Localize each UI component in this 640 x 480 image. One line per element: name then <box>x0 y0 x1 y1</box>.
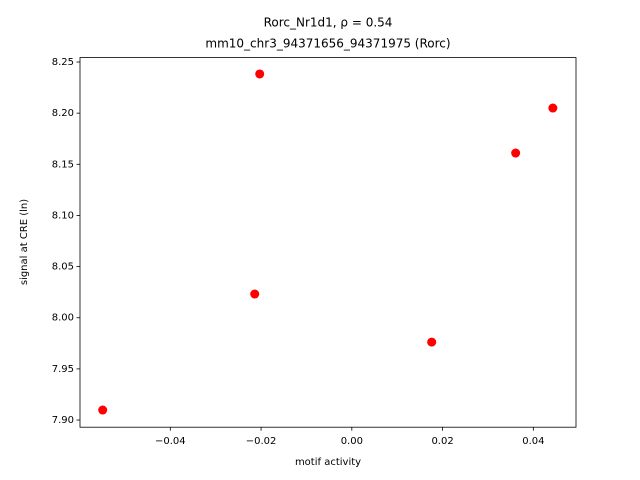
y-axis-label: signal at CRE (ln) <box>19 199 30 285</box>
y-tick-label: 8.15 <box>52 159 74 170</box>
chart-subtitle: mm10_chr3_94371656_94371975 (Rorc) <box>205 37 450 51</box>
x-tick-label: 0.04 <box>522 436 544 447</box>
point <box>548 103 558 113</box>
point <box>255 69 265 79</box>
y-tick-label: 8.00 <box>52 313 74 324</box>
chart-title: Rorc_Nr1d1, ρ = 0.54 <box>264 16 393 30</box>
y-tick-label: 7.95 <box>52 364 74 375</box>
y-tick-label: 7.90 <box>52 415 74 426</box>
y-tick-label: 8.25 <box>52 57 74 68</box>
plot-frame <box>79 57 577 428</box>
x-tick-label: −0.02 <box>246 436 277 447</box>
x-tick-label: 0.00 <box>341 436 363 447</box>
x-tick-label: 0.02 <box>431 436 453 447</box>
y-tick-label: 8.05 <box>52 262 74 273</box>
point <box>427 337 437 347</box>
x-tick-label: −0.04 <box>155 436 186 447</box>
point <box>250 289 260 299</box>
point <box>511 148 521 158</box>
x-axis-label: motif activity <box>295 457 361 468</box>
y-tick-label: 8.10 <box>52 210 74 221</box>
point <box>98 405 108 415</box>
y-tick-label: 8.20 <box>52 108 74 119</box>
